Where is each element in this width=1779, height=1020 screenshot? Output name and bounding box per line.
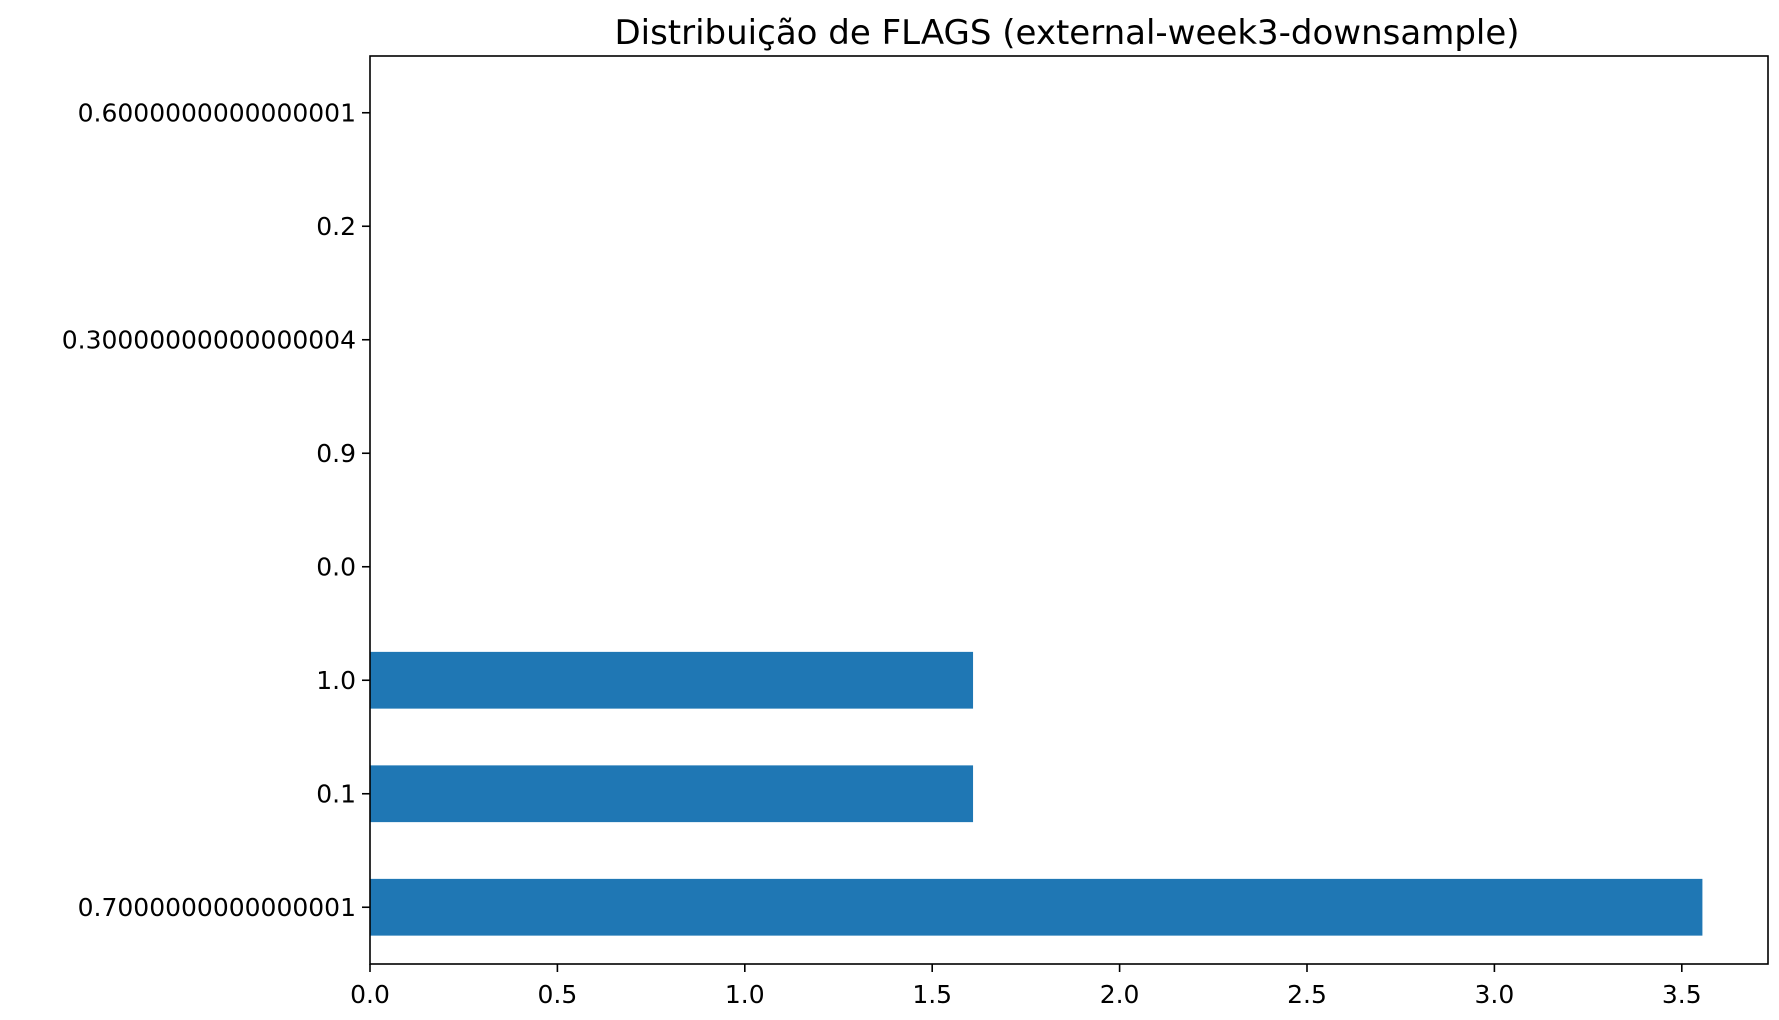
y-tick-label: 0.9 bbox=[316, 439, 356, 468]
bar-1 bbox=[370, 765, 974, 823]
bar-0 bbox=[370, 878, 1703, 936]
x-tick-label: 0.5 bbox=[538, 980, 578, 1009]
y-tick-label: 0.30000000000000004 bbox=[62, 325, 356, 354]
x-tick-label: 0.0 bbox=[350, 980, 390, 1009]
chart-title: Distribuição de FLAGS (external-week3-do… bbox=[614, 13, 1519, 53]
x-tick-label: 1.5 bbox=[912, 980, 952, 1009]
bar-2 bbox=[370, 651, 974, 709]
y-tick-label: 0.7000000000000001 bbox=[78, 893, 356, 922]
y-tick-label: 1.0 bbox=[316, 666, 356, 695]
y-tick-label: 0.2 bbox=[316, 212, 356, 241]
x-tick-label: 3.5 bbox=[1662, 980, 1702, 1009]
y-tick-label: 0.1 bbox=[316, 779, 356, 808]
x-tick-label: 1.0 bbox=[725, 980, 765, 1009]
plot-frame bbox=[369, 55, 1769, 965]
y-tick-label: 0.0 bbox=[316, 552, 356, 581]
x-tick-label: 2.5 bbox=[1287, 980, 1327, 1009]
y-tick-label: 0.6000000000000001 bbox=[78, 98, 356, 127]
x-tick-label: 3.0 bbox=[1475, 980, 1515, 1009]
x-axis-ticks: 0.0 0.5 1.0 1.5 2.0 2.5 3.0 3.5 bbox=[350, 964, 1702, 1009]
bars-layer bbox=[370, 651, 1703, 936]
y-axis-ticks: 0.7000000000000001 0.1 1.0 0.0 0.9 0.30000000… bbox=[62, 98, 370, 922]
x-tick-label: 2.0 bbox=[1100, 980, 1140, 1009]
